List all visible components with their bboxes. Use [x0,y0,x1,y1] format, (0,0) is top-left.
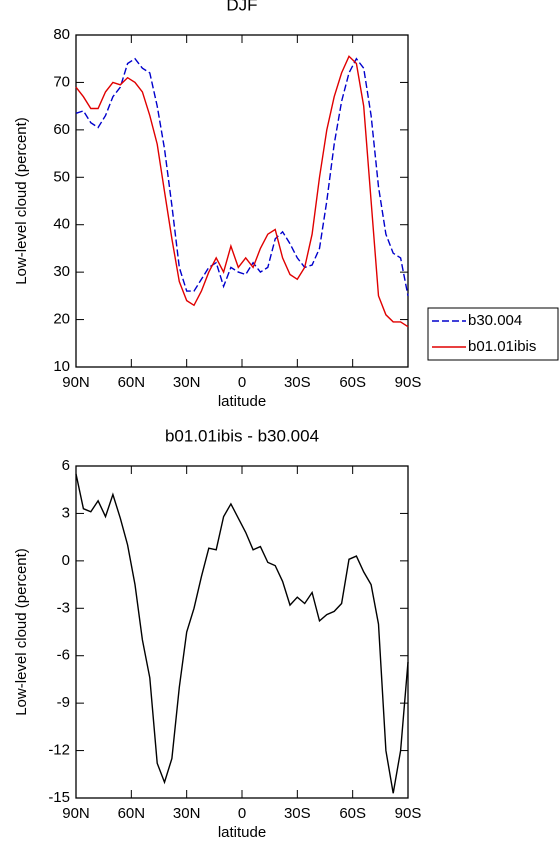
x-tick-label: 60N [118,805,146,822]
y-tick-label: 50 [53,168,70,185]
y-tick-label: -3 [57,599,70,616]
x-axis-label: latitude [218,824,266,841]
y-tick-label: 60 [53,121,70,138]
y-tick-label: 0 [62,552,70,569]
series-line [75,57,409,297]
x-axis-label: latitude [218,393,266,410]
y-axis-label: Low-level cloud (percent) [13,117,30,285]
y-tick-label: 80 [53,26,70,43]
legend-label: b01.01ibis [468,338,536,355]
y-tick-label: -6 [57,647,70,664]
y-tick-label: 70 [53,73,70,90]
y-tick-label: 10 [53,358,70,375]
y-tick-label: 40 [53,216,70,233]
x-tick-label: 90S [395,374,422,391]
x-tick-label: 30N [173,374,201,391]
y-tick-label: -15 [48,789,70,806]
y-tick-label: 3 [62,504,70,521]
x-tick-label: 60N [118,374,146,391]
y-tick-label: -9 [57,694,70,711]
x-tick-label: 0 [238,374,246,391]
x-tick-label: 60S [339,805,366,822]
x-tick-label: 90N [62,374,90,391]
series-line [75,55,409,328]
y-tick-label: 20 [53,311,70,328]
x-tick-label: 60S [339,374,366,391]
y-tick-label: 6 [62,457,70,474]
legend-box [427,307,559,361]
plot-frame [75,465,409,799]
legend-label: b30.004 [468,312,522,329]
plot-frame [75,34,409,368]
x-tick-label: 30N [173,805,201,822]
y-tick-label: -12 [48,742,70,759]
x-tick-label: 0 [238,805,246,822]
chart-title: b01.01ibis - b30.004 [165,426,319,445]
x-tick-label: 30S [284,374,311,391]
x-tick-label: 90S [395,805,422,822]
y-axis-label: Low-level cloud (percent) [13,548,30,716]
y-tick-label: 30 [53,263,70,280]
x-tick-label: 90N [62,805,90,822]
data-line [75,473,409,794]
x-tick-label: 30S [284,805,311,822]
chart-title: DJF [226,0,257,14]
